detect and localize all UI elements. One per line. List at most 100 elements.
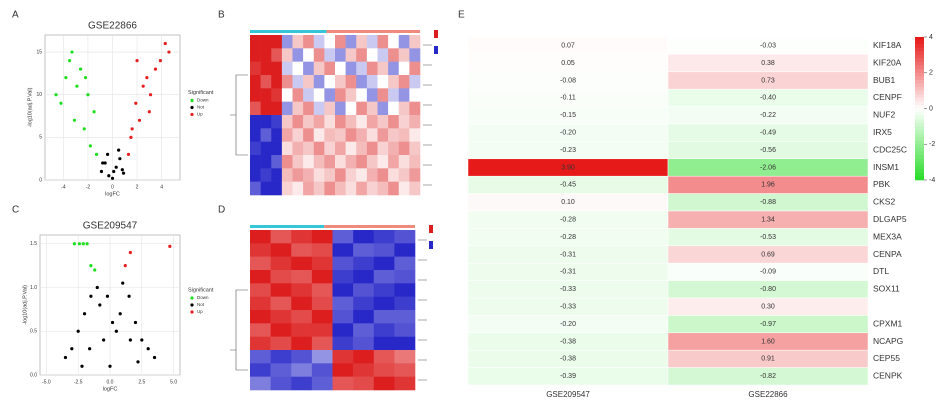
cell-label: -0.20 [560, 130, 576, 137]
row-label: BUB1 [873, 75, 895, 85]
row-label: CENPF [873, 92, 902, 102]
heatmap-cell [292, 101, 304, 116]
heatmap-cell [291, 256, 313, 271]
legend-swatch [190, 296, 194, 300]
colorbar [915, 169, 924, 174]
heatmap-cell [356, 35, 368, 49]
point [147, 110, 151, 114]
heatmap-cell [409, 115, 421, 129]
legend-label: Up [197, 112, 203, 117]
heatmap-cell [377, 155, 389, 169]
heatmap-cell [250, 323, 271, 337]
heatmap-cell [270, 350, 292, 364]
heatmap-cell [388, 75, 400, 89]
heatmap-cell [260, 35, 272, 49]
y-tick-label: 10 [36, 92, 42, 98]
heatmap-cell [250, 350, 271, 364]
point [127, 294, 131, 298]
heatmap-cell [270, 256, 292, 271]
colorbar [915, 72, 924, 77]
point [118, 157, 122, 161]
heatmap-cell [270, 283, 292, 297]
heatmap-cell [377, 48, 389, 62]
heatmap-cell [388, 48, 400, 62]
heatmap-cell [345, 141, 357, 156]
colorbar [915, 176, 924, 181]
y-tick-label: 15 [36, 49, 42, 55]
row-label: DTL [873, 266, 889, 276]
heatmap-cell [281, 61, 293, 76]
point [93, 268, 97, 272]
y-tick-label: 0.0 [30, 372, 37, 378]
point [134, 101, 138, 105]
heatmap-cell [356, 115, 368, 129]
heatmap-cell [345, 48, 357, 62]
colorbar [429, 225, 433, 233]
heatmap-cell [332, 350, 354, 364]
heatmap-cell [250, 296, 271, 311]
heatmap-cell [260, 61, 272, 76]
point [86, 93, 90, 97]
heatmap-cell [377, 75, 389, 89]
colorbar [915, 115, 924, 120]
cell-label: -0.82 [760, 373, 776, 380]
heatmap-cell [335, 101, 346, 116]
heatmap-cell [356, 61, 368, 76]
heatmap-cell [250, 61, 261, 76]
panel-label: C [12, 205, 19, 216]
heatmap-cell [373, 296, 395, 311]
heatmap-cell [366, 181, 378, 196]
heatmap-cell [281, 101, 293, 116]
colorbar [429, 241, 433, 249]
heatmap-cell [373, 363, 395, 377]
heatmap-cell [324, 88, 336, 102]
heatmap-cell [281, 128, 293, 142]
point [121, 171, 126, 175]
colorbar [915, 133, 924, 138]
heatmap-cell [335, 155, 346, 169]
heatmap-cell [388, 168, 400, 182]
heatmap-cell [313, 128, 325, 142]
legend-swatch [190, 310, 194, 314]
cell-label: -0.80 [760, 286, 776, 293]
heatmap-cell [292, 128, 304, 142]
heatmap-cell [281, 141, 293, 156]
heatmap-cell [398, 155, 410, 169]
colorbar [915, 165, 924, 170]
heatmap-cell [250, 256, 271, 271]
point [92, 110, 96, 114]
cell-label: 0.30 [761, 304, 775, 311]
x-axis-label: logFC [105, 191, 120, 197]
heatmap-cell [311, 230, 333, 244]
heatmap-cell [281, 88, 293, 102]
heatmap-cell [345, 115, 357, 129]
heatmap-cell [398, 115, 410, 129]
point [70, 50, 74, 54]
heatmap-cell [260, 155, 272, 169]
colorbar [915, 108, 924, 113]
row-label: NCAPG [873, 336, 903, 346]
colorbar [915, 172, 924, 177]
x-tick-label: GSE22866 [748, 390, 788, 399]
point [114, 329, 118, 333]
heatmap-cell [324, 75, 336, 89]
point [118, 312, 122, 316]
heatmap-cell [356, 168, 368, 182]
point [152, 355, 157, 360]
point [148, 93, 153, 97]
heatmap-cell [250, 168, 261, 182]
point [129, 135, 133, 139]
colorbar [915, 69, 924, 74]
heatmap-cell [313, 88, 325, 102]
heatmap-cell [667, 367, 869, 386]
point [107, 174, 111, 178]
point [105, 152, 110, 157]
heatmap-cell [311, 336, 333, 351]
point [78, 67, 83, 71]
colorbar [915, 154, 924, 159]
heatmap-cell [270, 230, 292, 244]
heatmap-cell [353, 296, 375, 311]
heatmap-cell [313, 181, 325, 196]
point [88, 144, 93, 148]
heatmap-cell [260, 168, 272, 182]
